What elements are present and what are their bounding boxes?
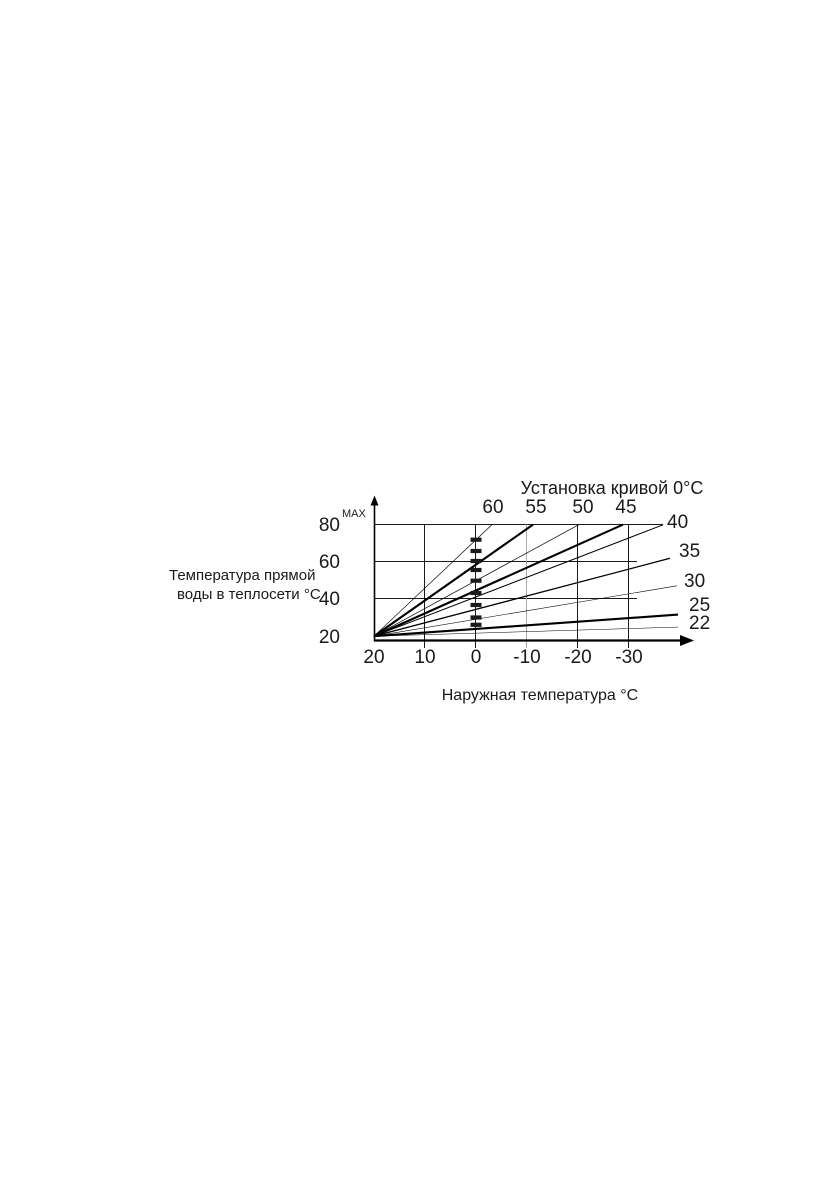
svg-text:MAX: MAX: [342, 508, 367, 520]
svg-text:0: 0: [471, 647, 482, 668]
svg-text:80: 80: [319, 515, 340, 536]
svg-text:20: 20: [319, 627, 340, 648]
svg-text:60: 60: [319, 552, 340, 573]
svg-text:20: 20: [363, 647, 384, 668]
svg-text:55: 55: [525, 497, 546, 518]
svg-text:воды в теплосети °C: воды в теплосети °C: [177, 586, 321, 603]
svg-text:-30: -30: [615, 647, 642, 668]
svg-text:10: 10: [414, 647, 435, 668]
svg-text:-10: -10: [513, 647, 540, 668]
svg-text:-20: -20: [564, 647, 591, 668]
svg-text:50: 50: [572, 497, 593, 518]
svg-text:45: 45: [615, 497, 636, 518]
svg-text:Температура прямой: Температура прямой: [169, 567, 315, 584]
svg-text:30: 30: [684, 571, 705, 592]
svg-text:35: 35: [679, 541, 700, 562]
svg-text:40: 40: [319, 589, 340, 610]
svg-text:40: 40: [667, 512, 688, 533]
svg-text:60: 60: [482, 497, 503, 518]
svg-text:22: 22: [689, 613, 710, 634]
svg-text:Наружная температура °C: Наружная температура °C: [442, 687, 638, 704]
svg-text:Установка кривой 0°C: Установка кривой 0°C: [521, 478, 704, 498]
